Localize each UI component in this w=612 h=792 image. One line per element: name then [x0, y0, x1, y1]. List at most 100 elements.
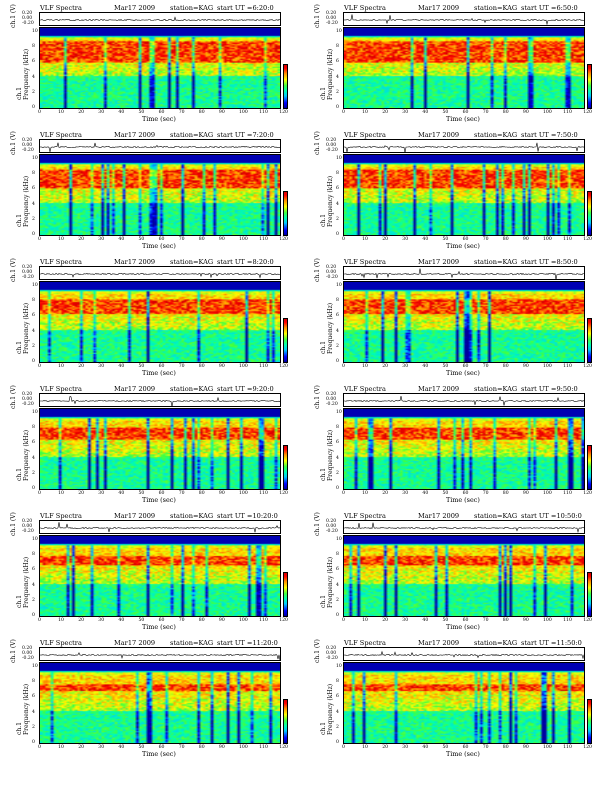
- time-tick-label: 20: [382, 364, 389, 369]
- freq-tick-label: 6: [336, 186, 339, 192]
- time-tick-label: 80: [502, 745, 509, 750]
- spectrogram-panel: VLF Spectra Mar17 2009 station=KAG start UT…: [2, 4, 288, 132]
- wave-tick-label: 0.20: [326, 519, 337, 524]
- freq-tick-label: 2: [32, 89, 35, 95]
- wave-tick-label: 0.00: [326, 524, 337, 529]
- time-tick-label: 80: [198, 491, 205, 496]
- freq-tick-label: 6: [32, 694, 35, 700]
- panel-title: VLF Spectra: [40, 131, 82, 139]
- time-axis-label: Time (sec): [446, 242, 480, 250]
- freq-tick-label: 2: [336, 597, 339, 603]
- wave-tick-label: -0.20: [22, 21, 34, 26]
- freq-tick-label: 8: [336, 679, 339, 685]
- wave-tick-label: 0.20: [22, 265, 33, 270]
- waveform-line: [344, 650, 584, 660]
- time-tick-label: 60: [462, 491, 469, 496]
- spectrogram-canvas: [40, 28, 280, 108]
- time-tick-label: 110: [563, 110, 572, 115]
- freq-tick-label: 4: [336, 201, 339, 207]
- time-tick-label: 10: [58, 364, 64, 369]
- colorbar: [283, 699, 288, 744]
- time-tick-label: 80: [198, 364, 205, 369]
- spectrogram-image: [343, 281, 585, 363]
- panel-station: station=KAG: [170, 131, 214, 139]
- wave-tick-label: 0.20: [326, 11, 337, 16]
- time-tick-label: 120: [583, 491, 592, 496]
- spectrogram-canvas: [344, 155, 584, 235]
- colorbar: [283, 191, 288, 236]
- wave-tick-label: -0.20: [326, 656, 338, 661]
- time-tick-label: 20: [382, 491, 389, 496]
- time-tick-label: 40: [422, 618, 429, 623]
- wave-tick-label: 0.00: [326, 16, 337, 21]
- time-tick-label: 60: [462, 110, 469, 115]
- time-tick-label: 70: [178, 491, 185, 496]
- time-tick-label: 90: [218, 364, 225, 369]
- time-tick-label: 10: [58, 618, 64, 623]
- time-tick-label: 90: [218, 110, 225, 115]
- wave-tick-label: -0.20: [326, 275, 338, 280]
- wave-axis-label: ch.1 (V): [314, 131, 321, 155]
- panel-start-ut: start UT =11:50:0: [521, 639, 582, 647]
- wave-tick-label: -0.20: [22, 275, 34, 280]
- panel-station: station=KAG: [474, 131, 518, 139]
- time-tick-label: 70: [482, 364, 489, 369]
- time-tick-label: 90: [522, 491, 529, 496]
- freq-axis-label: ch.1 Frequency (kHz): [16, 48, 30, 100]
- time-tick-label: 120: [279, 491, 288, 496]
- freq-tick-label: 10: [336, 664, 342, 669]
- freq-tick-label: 2: [336, 343, 339, 349]
- time-tick-label: 100: [543, 491, 552, 496]
- time-tick-label: 110: [563, 491, 572, 496]
- panel-station: station=KAG: [474, 258, 518, 266]
- time-tick-label: 20: [78, 491, 85, 496]
- freq-tick-label: 10: [336, 156, 342, 161]
- wave-tick-label: 0.20: [326, 265, 337, 270]
- time-tick-label: 0: [342, 491, 345, 496]
- freq-tick-label: 8: [336, 552, 339, 558]
- spectrogram-image: [343, 27, 585, 109]
- freq-tick-label: 0: [32, 232, 35, 237]
- waveform-trace: [39, 139, 281, 153]
- waveform-path: [40, 272, 280, 279]
- time-tick-label: 110: [259, 618, 268, 623]
- time-tick-label: 30: [402, 745, 409, 750]
- time-axis-label: Time (sec): [446, 623, 480, 631]
- panel-date: Mar17 2009: [418, 131, 460, 139]
- waveform-trace: [39, 266, 281, 280]
- time-tick-label: 50: [442, 745, 449, 750]
- panel-title: VLF Spectra: [40, 512, 82, 520]
- time-tick-label: 0: [38, 364, 41, 369]
- waveform-path: [40, 16, 280, 22]
- time-tick-label: 40: [118, 364, 125, 369]
- spectrogram-canvas: [344, 28, 584, 108]
- freq-tick-label: 4: [336, 74, 339, 80]
- spectrogram-canvas: [344, 409, 584, 489]
- time-tick-label: 110: [259, 491, 268, 496]
- time-tick-label: 100: [239, 110, 248, 115]
- panel-start-ut: start UT =11:20:0: [217, 639, 278, 647]
- freq-tick-label: 0: [336, 486, 339, 491]
- spectrogram-panel: VLF Spectra Mar17 2009 station=KAG start UT…: [306, 639, 592, 767]
- time-tick-label: 50: [138, 110, 145, 115]
- panel-start-ut: start UT =9:20:0: [217, 385, 274, 393]
- time-tick-label: 40: [118, 237, 125, 242]
- wave-axis-label: ch.1 (V): [10, 131, 17, 155]
- waveform-trace: [343, 393, 585, 407]
- time-tick-label: 40: [422, 364, 429, 369]
- panel-date: Mar17 2009: [418, 512, 460, 520]
- spectrogram-panel: VLF Spectra Mar17 2009 station=KAG start UT…: [2, 258, 288, 386]
- waveform-line: [40, 272, 280, 279]
- time-tick-label: 120: [279, 745, 288, 750]
- wave-tick-label: -0.20: [326, 402, 338, 407]
- panel-station: station=KAG: [474, 512, 518, 520]
- time-tick-label: 40: [422, 491, 429, 496]
- time-tick-label: 30: [402, 364, 409, 369]
- freq-tick-label: 0: [32, 486, 35, 491]
- freq-tick-label: 10: [336, 29, 342, 34]
- freq-axis-label: ch.1 Frequency (kHz): [320, 429, 334, 481]
- spectrogram-panel: VLF Spectra Mar17 2009 station=KAG start UT…: [2, 385, 288, 513]
- panel-station: station=KAG: [474, 639, 518, 647]
- spectrogram-canvas: [40, 663, 280, 743]
- time-tick-label: 120: [583, 364, 592, 369]
